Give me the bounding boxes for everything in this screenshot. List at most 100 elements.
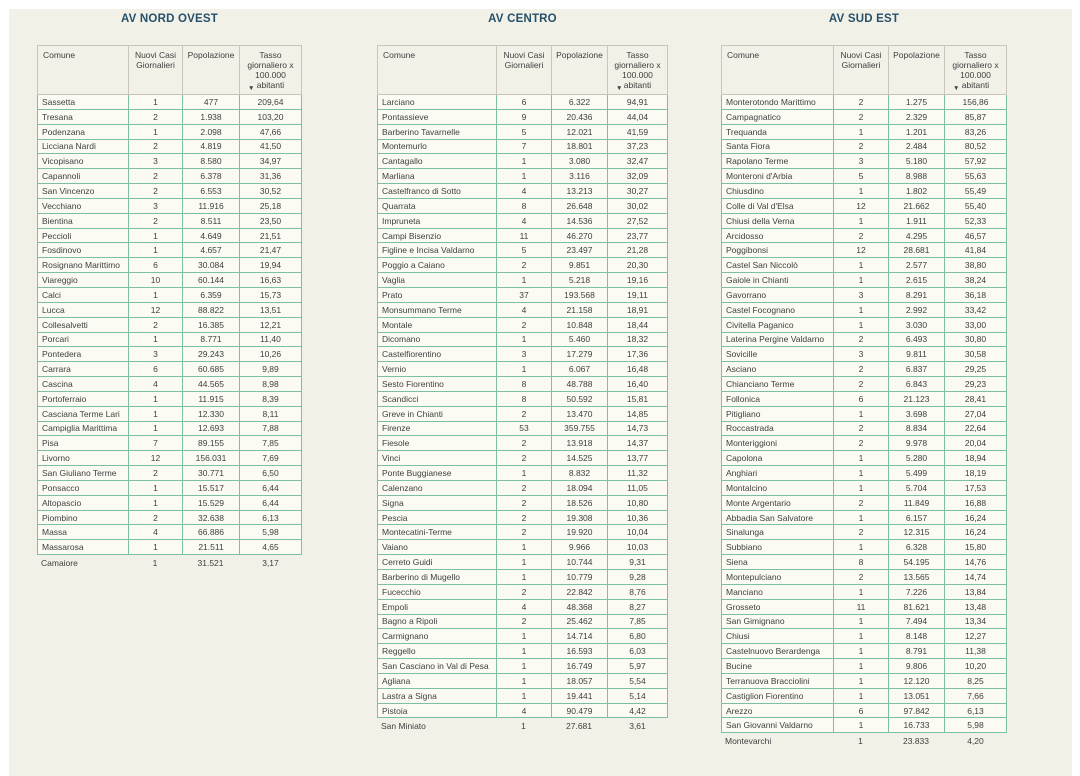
cell-nuovi-casi[interactable]: 2 <box>128 184 182 199</box>
sort-desc-icon[interactable]: ▼ <box>953 84 960 92</box>
cell-nuovi-casi[interactable]: 2 <box>833 570 888 585</box>
cell-tasso[interactable]: 9,89 <box>239 362 302 378</box>
cell-tasso[interactable]: 4,65 <box>239 540 302 556</box>
cell-nuovi-casi[interactable]: 1 <box>496 169 551 185</box>
cell-nuovi-casi[interactable]: 1 <box>128 332 182 348</box>
cell-nuovi-casi[interactable]: 1 <box>128 495 182 511</box>
cell-tasso[interactable]: 21,28 <box>607 243 668 259</box>
cell-popolazione[interactable]: 9.851 <box>551 258 607 274</box>
cell-tasso[interactable]: 30,80 <box>944 332 1007 348</box>
cell-popolazione[interactable]: 23.497 <box>551 243 607 259</box>
cell-comune[interactable]: Podenzana <box>37 124 128 140</box>
cell-nuovi-casi[interactable]: 1 <box>128 421 182 437</box>
cell-comune[interactable]: Vaiano <box>377 540 496 556</box>
cell-comune[interactable]: Arezzo <box>721 703 833 719</box>
cell-nuovi-casi[interactable]: 1 <box>833 302 888 318</box>
column-header-nuovi-casi-giornalieri[interactable]: Nuovi Casi Giornalieri <box>128 45 182 95</box>
cell-popolazione[interactable]: 66.886 <box>182 525 239 541</box>
cell-comune[interactable]: Sinalunga <box>721 525 833 541</box>
cell-tasso[interactable]: 6,44 <box>239 495 302 511</box>
cell-tasso[interactable]: 10,26 <box>239 347 302 363</box>
cell-popolazione[interactable]: 15.529 <box>182 495 239 511</box>
cell-nuovi-casi[interactable]: 2 <box>833 109 888 125</box>
cell-nuovi-casi[interactable]: 2 <box>496 525 551 541</box>
cell-comune[interactable]: Vinci <box>377 451 496 467</box>
cell-comune[interactable]: Pitigliano <box>721 406 833 422</box>
cell-tasso[interactable]: 9,28 <box>607 570 668 585</box>
cell-comune[interactable]: Castelnuovo Berardenga <box>721 644 833 660</box>
cell-comune[interactable]: Campi Bisenzio <box>377 228 496 244</box>
cell-nuovi-casi[interactable]: 1 <box>128 124 182 140</box>
cell-comune[interactable]: Monte Argentario <box>721 495 833 511</box>
cell-comune[interactable]: Terranuova Bracciolini <box>721 673 833 689</box>
cell-nuovi-casi[interactable]: 1 <box>496 629 551 645</box>
cell-popolazione[interactable]: 6.378 <box>182 169 239 185</box>
cell-comune[interactable]: Montecatini-Terme <box>377 525 496 541</box>
cell-popolazione[interactable]: 9.978 <box>888 436 944 452</box>
cell-comune[interactable]: San Giovanni Valdarno <box>721 718 833 734</box>
cell-tasso[interactable]: 10,20 <box>944 659 1007 674</box>
cell-popolazione[interactable]: 6.493 <box>888 332 944 348</box>
cell-nuovi-casi[interactable]: 1 <box>496 570 551 585</box>
cell-comune[interactable]: Bagno a Ripoli <box>377 614 496 630</box>
cell-tasso[interactable]: 7,66 <box>944 688 1007 704</box>
cell-comune[interactable]: San Miniato <box>381 720 426 731</box>
cell-nuovi-casi[interactable]: 2 <box>128 109 182 125</box>
cell-popolazione[interactable]: 9.966 <box>551 540 607 556</box>
cell-tasso[interactable]: 16,24 <box>944 525 1007 541</box>
cell-nuovi-casi[interactable]: 1 <box>833 659 888 674</box>
cell-nuovi-casi[interactable]: 1 <box>858 735 863 746</box>
cell-tasso[interactable]: 37,23 <box>607 139 668 155</box>
cell-popolazione[interactable]: 1.275 <box>888 95 944 110</box>
cell-nuovi-casi[interactable]: 1 <box>833 184 888 199</box>
cell-nuovi-casi[interactable]: 3 <box>128 154 182 170</box>
cell-popolazione[interactable]: 97.842 <box>888 703 944 719</box>
cell-popolazione[interactable]: 89.155 <box>182 436 239 452</box>
cell-nuovi-casi[interactable]: 2 <box>496 614 551 630</box>
cell-tasso[interactable]: 14,85 <box>607 406 668 422</box>
cell-comune[interactable]: Agliana <box>377 673 496 689</box>
cell-comune[interactable]: Montale <box>377 317 496 333</box>
cell-popolazione[interactable]: 19.441 <box>551 688 607 704</box>
cell-nuovi-casi[interactable]: 1 <box>128 540 182 556</box>
cell-popolazione[interactable]: 6.067 <box>551 362 607 378</box>
cell-comune[interactable]: Lastra a Signa <box>377 688 496 704</box>
cell-popolazione[interactable]: 18.094 <box>551 480 607 496</box>
cell-popolazione[interactable]: 18.801 <box>551 139 607 155</box>
cell-nuovi-casi[interactable]: 3 <box>496 347 551 363</box>
cell-tasso[interactable]: 15,73 <box>239 287 302 303</box>
cell-nuovi-casi[interactable]: 1 <box>833 540 888 556</box>
cell-popolazione[interactable]: 1.802 <box>888 184 944 199</box>
cell-popolazione[interactable]: 16.385 <box>182 317 239 333</box>
cell-nuovi-casi[interactable]: 2 <box>833 332 888 348</box>
cell-comune[interactable]: Castelfiorentino <box>377 347 496 363</box>
cell-nuovi-casi[interactable]: 1 <box>833 213 888 229</box>
cell-tasso[interactable]: 33,00 <box>944 317 1007 333</box>
cell-comune[interactable]: Viareggio <box>37 273 128 288</box>
cell-comune[interactable]: Licciana Nardi <box>37 139 128 155</box>
cell-tasso[interactable]: 8,98 <box>239 377 302 392</box>
cell-popolazione[interactable]: 18.526 <box>551 495 607 511</box>
cell-tasso[interactable]: 85,87 <box>944 109 1007 125</box>
cell-comune[interactable]: Camaiore <box>41 557 78 568</box>
cell-comune[interactable]: Greve in Chianti <box>377 406 496 422</box>
column-header-tasso-giornaliero[interactable]: Tasso giornaliero x 100.000 abitanti ▼ <box>944 45 1007 95</box>
cell-tasso[interactable]: 4,20 <box>967 735 984 746</box>
cell-popolazione[interactable]: 3.030 <box>888 317 944 333</box>
cell-popolazione[interactable]: 27.681 <box>566 720 592 731</box>
cell-comune[interactable]: Pescia <box>377 510 496 526</box>
cell-nuovi-casi[interactable]: 4 <box>128 377 182 392</box>
cell-comune[interactable]: Manciano <box>721 584 833 600</box>
cell-tasso[interactable]: 13,48 <box>944 599 1007 615</box>
cell-comune[interactable]: Quarrata <box>377 198 496 214</box>
cell-tasso[interactable]: 23,50 <box>239 213 302 229</box>
cell-popolazione[interactable]: 30.771 <box>182 466 239 481</box>
cell-nuovi-casi[interactable]: 5 <box>833 169 888 185</box>
cell-nuovi-casi[interactable]: 12 <box>128 302 182 318</box>
cell-tasso[interactable]: 14,37 <box>607 436 668 452</box>
cell-tasso[interactable]: 18,44 <box>607 317 668 333</box>
cell-popolazione[interactable]: 14.714 <box>551 629 607 645</box>
cell-popolazione[interactable]: 32.638 <box>182 510 239 526</box>
column-header-tasso-giornaliero[interactable]: Tasso giornaliero x 100.000 abitanti ▼ <box>607 45 668 95</box>
cell-tasso[interactable]: 13,84 <box>944 584 1007 600</box>
